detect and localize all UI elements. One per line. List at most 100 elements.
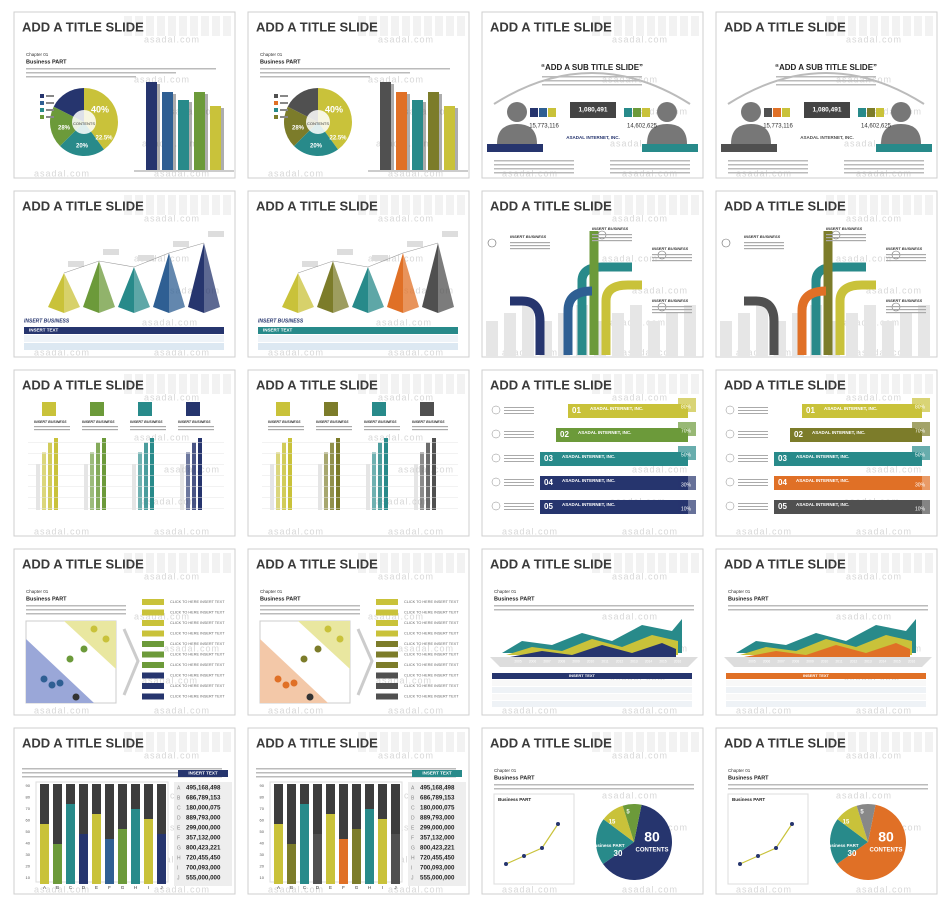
label: 2006 — [529, 659, 537, 663]
label: J — [177, 875, 180, 881]
mark — [314, 645, 322, 653]
label: 02 — [794, 430, 803, 439]
watermark: asadal.com — [144, 750, 200, 760]
label: 30 — [614, 849, 623, 858]
label: INSERT BUSINESS — [24, 318, 70, 324]
shape — [412, 100, 423, 170]
mark — [774, 846, 778, 850]
slide-title: ADD A TITLE SLIDE — [724, 377, 846, 392]
label: Chapter 01 — [728, 589, 751, 594]
shape — [744, 242, 784, 244]
header-pattern — [391, 732, 399, 752]
shape — [64, 273, 80, 313]
slide-title: ADD A TITLE SLIDE — [256, 735, 378, 750]
header-pattern — [636, 374, 644, 394]
shape — [204, 243, 220, 313]
header-pattern — [859, 553, 867, 573]
slide-title: ADD A TITLE SLIDE — [490, 556, 612, 571]
shape — [59, 122, 104, 156]
shape — [837, 804, 906, 880]
label: 90 — [26, 783, 31, 788]
shape — [210, 106, 221, 170]
label: Business PART — [260, 59, 301, 65]
shape — [492, 680, 692, 686]
header-pattern — [369, 374, 377, 394]
label: INSERT BUSINESS — [592, 226, 628, 231]
header-pattern — [424, 553, 432, 573]
shape — [380, 82, 391, 170]
label: INSERT BUSINESS — [82, 420, 115, 424]
header-pattern — [135, 732, 143, 752]
label: ASADAL INTERNET, INC. — [590, 406, 643, 411]
header-pattern — [892, 553, 900, 573]
shape — [118, 267, 134, 313]
shape — [900, 313, 912, 357]
watermark: asadal.com — [164, 643, 220, 653]
shape — [142, 620, 164, 626]
header-pattern — [446, 732, 454, 752]
shape — [504, 485, 534, 486]
label: 686,789,153 — [420, 795, 455, 802]
slide-title: ADD A TITLE SLIDE — [256, 377, 378, 392]
label: 299,000,000 — [186, 825, 221, 832]
watermark: asadal.com — [144, 213, 200, 223]
shape — [548, 108, 556, 117]
shape — [530, 108, 538, 117]
shape — [886, 309, 926, 311]
shape — [494, 160, 574, 162]
label: 50 — [260, 829, 265, 834]
slide-thumbnail: ADD A TITLE SLIDEasadal.comasadal.comasa… — [13, 369, 236, 537]
header-pattern — [446, 553, 454, 573]
shape — [412, 770, 462, 777]
label: Business PART — [26, 596, 67, 602]
watermark: asadal.com — [612, 392, 668, 402]
shape — [891, 102, 911, 122]
slide-thumbnail: ADD A TITLE SLIDEasadal.comasadal.comasa… — [13, 548, 236, 716]
shape — [82, 426, 118, 428]
shape — [258, 327, 458, 334]
shape — [99, 261, 115, 313]
header-pattern — [614, 16, 622, 36]
bar — [144, 819, 153, 884]
header-pattern — [201, 16, 209, 36]
shape — [260, 72, 410, 74]
header-pattern — [925, 16, 933, 36]
header-pattern — [413, 553, 421, 573]
bar — [105, 839, 114, 884]
header-pattern — [146, 195, 154, 215]
shape — [178, 426, 214, 428]
header-pattern — [658, 195, 666, 215]
slide-thumbnail: ADD A TITLE SLIDEasadal.comasadal.comasa… — [481, 369, 704, 537]
label: CLICK TO HERE INSERT TEXT — [170, 642, 225, 646]
label: 2016 — [674, 659, 682, 663]
shape — [208, 231, 224, 237]
label: H — [368, 885, 371, 890]
shape — [881, 124, 921, 144]
shape — [26, 613, 126, 615]
header-pattern — [413, 732, 421, 752]
label: 40 — [260, 841, 265, 846]
slide-title: ADD A TITLE SLIDE — [724, 735, 846, 750]
label: 22.5% — [329, 136, 347, 142]
label: I — [177, 865, 178, 871]
shape — [844, 160, 924, 162]
slide-thumbnail: ADD A TITLE SLIDEasadal.comasadal.comasa… — [715, 11, 938, 179]
shape — [652, 312, 692, 314]
shape — [504, 479, 534, 480]
slide-thumbnail: ADD A TITLE SLIDEasadal.comasadal.comasa… — [247, 548, 470, 716]
shape — [510, 242, 550, 244]
shape — [428, 92, 439, 170]
label: CLICK TO HERE INSERT TEXT — [170, 611, 225, 615]
header-pattern — [380, 553, 388, 573]
shape — [142, 599, 164, 605]
shadow — [189, 102, 192, 170]
shape — [738, 461, 768, 462]
watermark: asadal.com — [368, 611, 424, 621]
label: 1,080,491 — [813, 107, 842, 114]
shape — [302, 261, 318, 267]
label: 2015 — [659, 659, 667, 663]
slide-background — [481, 11, 704, 179]
shape — [256, 776, 456, 778]
bar — [36, 464, 40, 510]
